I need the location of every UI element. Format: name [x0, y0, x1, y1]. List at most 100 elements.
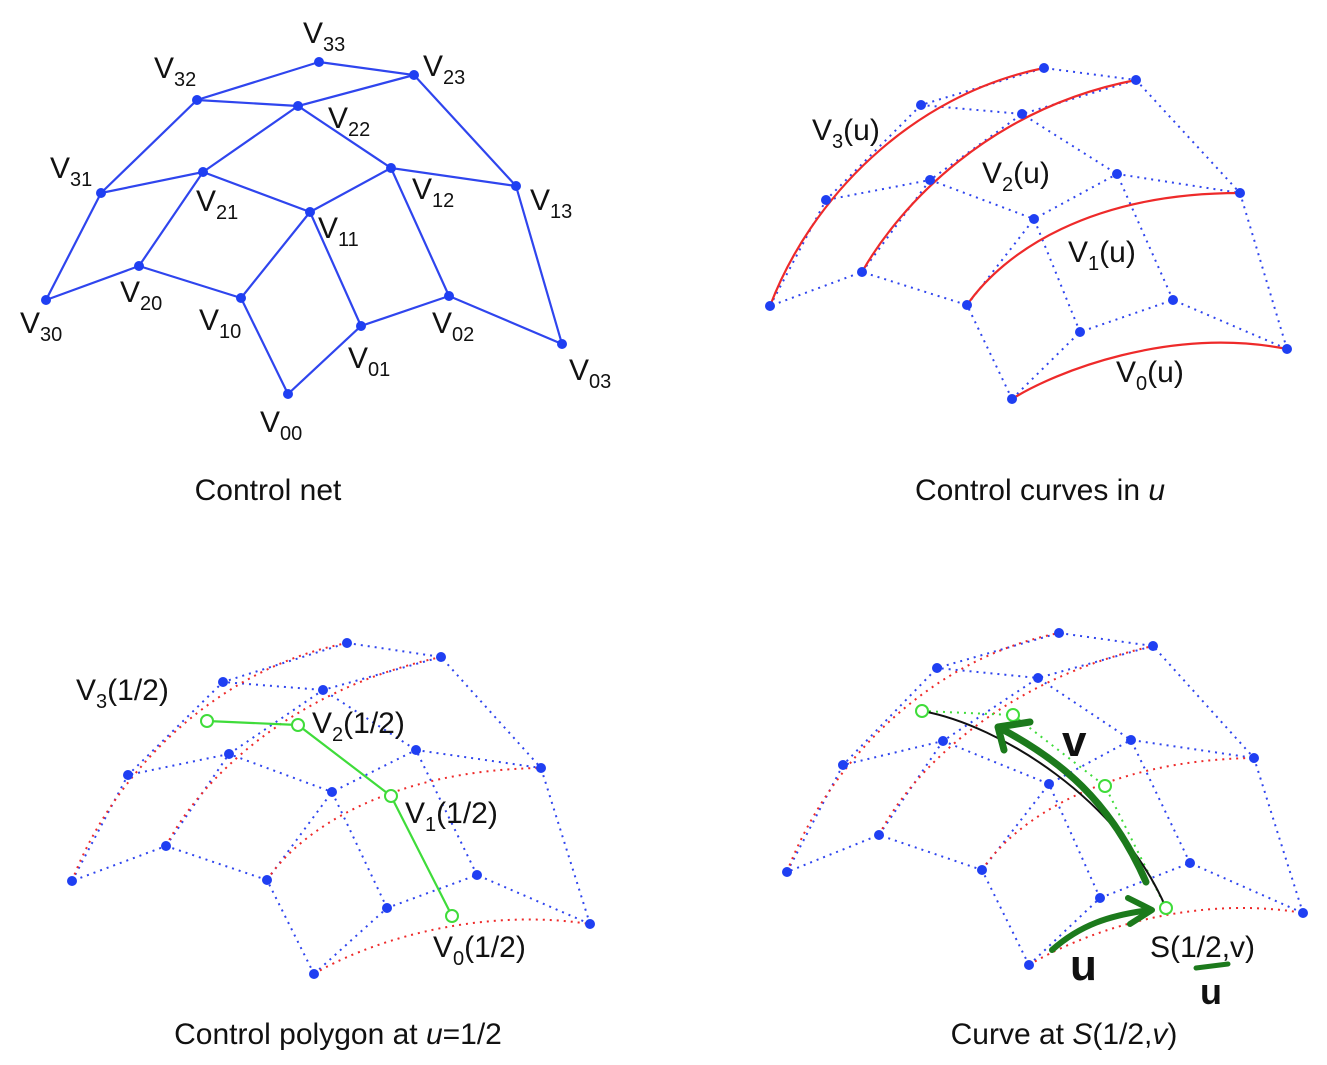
panel-control-net: [45, 60, 564, 395]
p4-point: [874, 830, 884, 840]
net-row-0: [287, 294, 563, 395]
label-V10: V10: [199, 304, 241, 343]
p4-point: [1185, 858, 1195, 868]
point-V01: [356, 321, 366, 331]
curve-V0u: [1011, 341, 1288, 400]
p2-point: [1075, 327, 1085, 337]
dotted-row-1: [981, 738, 1255, 871]
p4-point: [1298, 908, 1308, 918]
panel-control-polygon: [71, 642, 591, 975]
point-V20: [134, 261, 144, 271]
polygon-point-V1: [384, 789, 398, 803]
curve-V1-dotted: [981, 757, 1255, 871]
label-S-point: S(1/2,v): [1150, 931, 1255, 964]
p3-point: [585, 919, 595, 929]
v-arrow-head: [994, 718, 1034, 754]
net-points: [41, 57, 567, 399]
dotted-col-1: [842, 739, 1101, 899]
curve-V0-dotted: [313, 918, 591, 975]
dotted-row-2: [165, 656, 442, 847]
v-arrow-curve: [996, 724, 1150, 886]
dotted-col-1: [825, 178, 1081, 333]
label-V12: V12: [412, 173, 454, 212]
caption-curve-at: Curve at S(1/2,v): [951, 1018, 1178, 1051]
net-row-1: [240, 166, 517, 299]
net-col-0: [45, 264, 289, 395]
point-V00: [283, 389, 293, 399]
point-V32: [192, 95, 202, 105]
p4-point: [977, 865, 987, 875]
dotted-row-1: [266, 748, 542, 881]
polygon-point-V0: [445, 909, 459, 923]
p3-point: [411, 745, 421, 755]
red-dotted-curves: [71, 642, 591, 975]
p2-point: [1039, 63, 1049, 73]
p4-point: [1054, 628, 1064, 638]
caption-control-polygon: Control polygon at u=1/2: [174, 1018, 502, 1051]
u-arrow-curve: [1049, 907, 1153, 953]
net-col-2: [196, 98, 451, 297]
point-V02: [444, 291, 454, 301]
green-point-V3: [915, 704, 929, 718]
p3-point: [382, 903, 392, 913]
p4-point: [1148, 641, 1158, 651]
point-V11: [305, 207, 315, 217]
p2-point: [1029, 214, 1039, 224]
dotted-col-2: [920, 104, 1174, 301]
label-V23: V23: [423, 50, 465, 89]
p4-point: [1095, 893, 1105, 903]
net-col-1: [100, 170, 363, 327]
label-V21: V21: [196, 185, 238, 224]
curves-points: [765, 63, 1292, 404]
p3-point: [67, 876, 77, 886]
panel-control-curves: [769, 67, 1288, 400]
curve-V2u: [861, 78, 1137, 273]
p3-point: [327, 787, 337, 797]
point-V10: [236, 293, 246, 303]
p3-point: [123, 770, 133, 780]
dotted-row-3: [786, 632, 1060, 873]
red-dotted-curves-4: [786, 632, 1304, 966]
curve-labels: V3(u) V2(u) V1(u) V0(u): [812, 114, 1184, 395]
label-V11: V11: [318, 212, 359, 251]
green-polygon-and-curve: [915, 704, 1173, 915]
polygon-line: [206, 719, 453, 917]
point-V30: [41, 295, 51, 305]
p3-point: [262, 875, 272, 885]
polygon-point-V3: [200, 714, 214, 728]
dotted-col-1: [127, 752, 388, 909]
point-V12: [386, 163, 396, 173]
label-V32: V32: [154, 52, 196, 91]
dotted-col-3: [1058, 632, 1304, 914]
v-mark-text: v: [1062, 717, 1087, 766]
net-col-3: [318, 60, 564, 345]
p4-point: [932, 663, 942, 673]
green-control-polygon: [200, 714, 459, 923]
label-V01: V01: [348, 342, 390, 381]
p3-point: [436, 652, 446, 662]
p2-point: [1007, 394, 1017, 404]
dotted-row-2: [861, 79, 1137, 273]
p2-point: [916, 100, 926, 110]
point-V23: [409, 70, 419, 80]
green-point-V1: [1098, 779, 1112, 793]
u-mark-text: u: [1070, 941, 1097, 990]
p3-point: [161, 841, 171, 851]
curve-V2-dotted: [165, 656, 442, 847]
point-V22: [293, 101, 303, 111]
green-point-V2: [1006, 708, 1020, 722]
curve-V0-dotted: [1028, 906, 1304, 966]
polygon-point-V2: [291, 718, 305, 732]
caption-control-net: Control net: [195, 474, 342, 507]
curve-V1u: [966, 191, 1241, 306]
label-V13: V13: [530, 184, 572, 223]
net-labels: V00 V01 V02 V03 V10 V11 V12 V13 V20 V21 …: [20, 17, 611, 445]
point-V03: [557, 339, 567, 349]
p3-point: [472, 870, 482, 880]
u-under-text: u: [1200, 971, 1222, 1012]
p2-point: [1282, 344, 1292, 354]
point-V13: [511, 181, 521, 191]
point-V21: [198, 167, 208, 177]
black-curve: [921, 710, 1167, 909]
label-V1u: V1(u): [1068, 236, 1136, 275]
